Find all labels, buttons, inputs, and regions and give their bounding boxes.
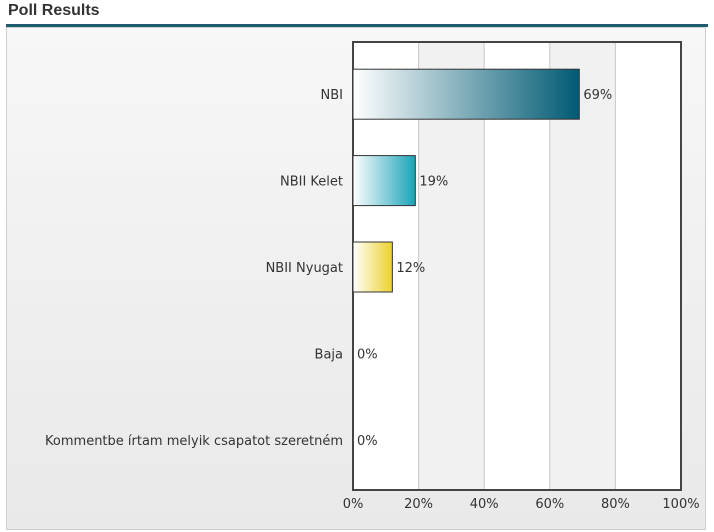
bar-2 xyxy=(352,241,393,293)
category-label: NBI xyxy=(321,88,343,103)
title-divider xyxy=(6,24,708,27)
x-tick-label: 80% xyxy=(601,497,630,512)
value-label: 0% xyxy=(357,347,378,362)
bar-0 xyxy=(352,68,580,120)
x-tick-label: 20% xyxy=(404,497,433,512)
x-tick-label: 40% xyxy=(470,497,499,512)
category-label: NBII Nyugat xyxy=(266,261,343,276)
x-tick-label: 100% xyxy=(662,497,699,512)
x-tick-label: 60% xyxy=(535,497,564,512)
category-label: NBII Kelet xyxy=(280,175,343,190)
value-label: 19% xyxy=(419,175,448,190)
value-label: 12% xyxy=(396,261,425,276)
category-label: Kommentbe írtam melyik csapatot szeretné… xyxy=(45,434,343,449)
bar-1 xyxy=(352,155,416,207)
value-label: 69% xyxy=(583,88,612,103)
page-title: Poll Results xyxy=(8,2,100,19)
x-tick-label: 0% xyxy=(343,497,364,512)
value-label: 0% xyxy=(357,434,378,449)
category-label: Baja xyxy=(315,347,343,362)
